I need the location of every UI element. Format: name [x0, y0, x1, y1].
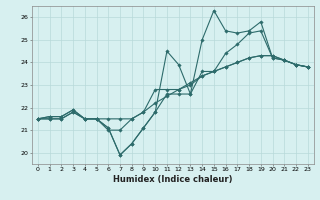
- X-axis label: Humidex (Indice chaleur): Humidex (Indice chaleur): [113, 175, 233, 184]
